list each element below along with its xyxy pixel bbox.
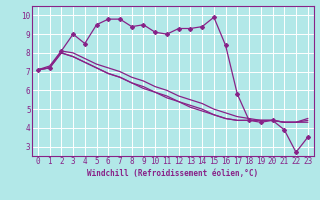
- X-axis label: Windchill (Refroidissement éolien,°C): Windchill (Refroidissement éolien,°C): [87, 169, 258, 178]
